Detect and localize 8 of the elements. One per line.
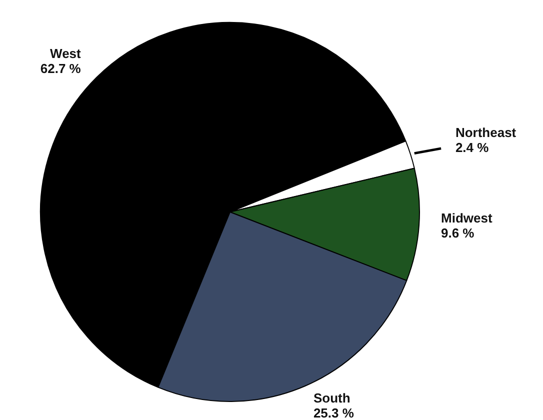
data-label: 25.3 % <box>313 405 354 420</box>
data-label: 9.6 % <box>441 226 475 241</box>
data-label: 62.7 % <box>40 61 82 76</box>
slice-label: South <box>313 390 350 406</box>
slice-label: Northeast <box>455 124 517 140</box>
data-label: 2.4 % <box>455 140 490 155</box>
slice-label: West <box>50 46 82 62</box>
slice-label: Midwest <box>441 210 493 226</box>
